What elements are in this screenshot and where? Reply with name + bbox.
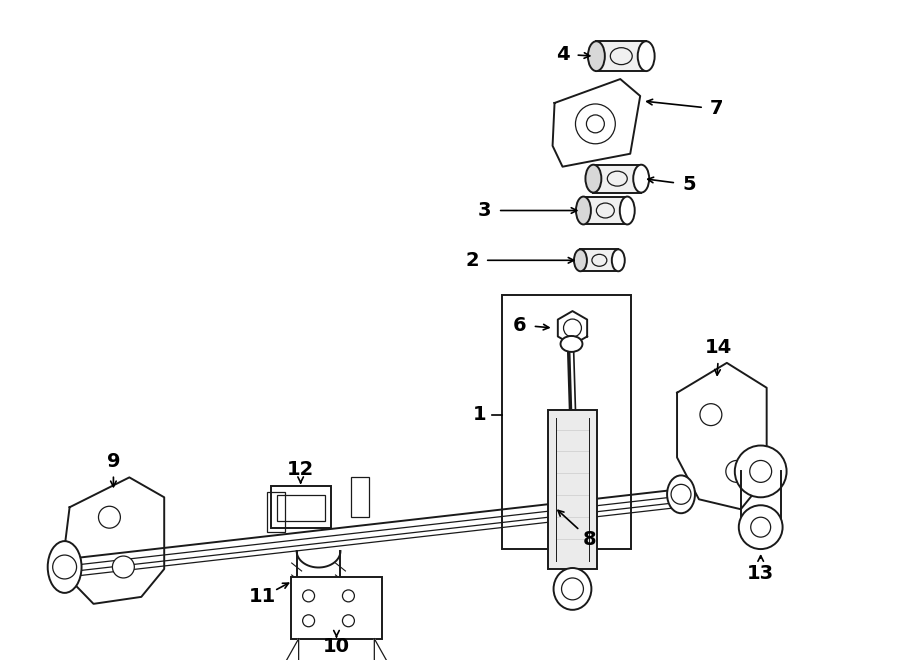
- Circle shape: [750, 461, 771, 483]
- Text: 13: 13: [747, 564, 774, 584]
- Text: 10: 10: [323, 637, 350, 656]
- Text: 11: 11: [249, 588, 276, 606]
- Circle shape: [302, 590, 315, 602]
- Text: 4: 4: [555, 45, 570, 63]
- Ellipse shape: [561, 336, 582, 352]
- Bar: [271, 486, 330, 528]
- Text: 9: 9: [107, 452, 121, 471]
- Bar: [276, 495, 325, 521]
- Circle shape: [575, 104, 616, 144]
- Circle shape: [53, 555, 76, 579]
- Polygon shape: [374, 639, 392, 661]
- Circle shape: [98, 506, 121, 528]
- Bar: [597, 41, 646, 71]
- Ellipse shape: [634, 165, 649, 192]
- Circle shape: [671, 485, 691, 504]
- Text: 1: 1: [473, 405, 487, 424]
- Text: 12: 12: [287, 460, 314, 479]
- Ellipse shape: [585, 165, 601, 192]
- Circle shape: [734, 446, 787, 497]
- Text: 14: 14: [706, 338, 733, 358]
- Circle shape: [725, 461, 748, 483]
- Text: 5: 5: [682, 175, 696, 194]
- Text: 8: 8: [582, 529, 596, 549]
- Polygon shape: [553, 79, 640, 167]
- Circle shape: [562, 578, 583, 600]
- Bar: [741, 471, 780, 529]
- Text: 2: 2: [465, 251, 479, 270]
- Ellipse shape: [612, 249, 625, 271]
- Circle shape: [343, 590, 355, 602]
- Circle shape: [112, 556, 134, 578]
- Circle shape: [563, 319, 581, 337]
- Ellipse shape: [620, 196, 634, 225]
- Ellipse shape: [574, 249, 587, 271]
- Polygon shape: [61, 477, 164, 604]
- Bar: [266, 492, 284, 532]
- Bar: [583, 196, 627, 225]
- Ellipse shape: [48, 541, 82, 593]
- Bar: [580, 249, 618, 271]
- Bar: [547, 410, 598, 569]
- Bar: [291, 577, 382, 639]
- Text: 7: 7: [710, 99, 724, 118]
- Polygon shape: [677, 363, 767, 509]
- Circle shape: [343, 615, 355, 627]
- Bar: [351, 477, 369, 517]
- Polygon shape: [281, 639, 299, 661]
- Circle shape: [739, 505, 783, 549]
- Polygon shape: [558, 311, 587, 345]
- Circle shape: [700, 404, 722, 426]
- Circle shape: [302, 615, 315, 627]
- Ellipse shape: [638, 41, 654, 71]
- Circle shape: [751, 517, 770, 537]
- Ellipse shape: [576, 196, 591, 225]
- Bar: [502, 295, 631, 549]
- Ellipse shape: [588, 41, 605, 71]
- Bar: [593, 165, 641, 192]
- Text: 3: 3: [478, 201, 491, 220]
- Ellipse shape: [667, 475, 695, 513]
- Ellipse shape: [554, 568, 591, 610]
- Text: 6: 6: [513, 315, 526, 334]
- Circle shape: [587, 115, 604, 133]
